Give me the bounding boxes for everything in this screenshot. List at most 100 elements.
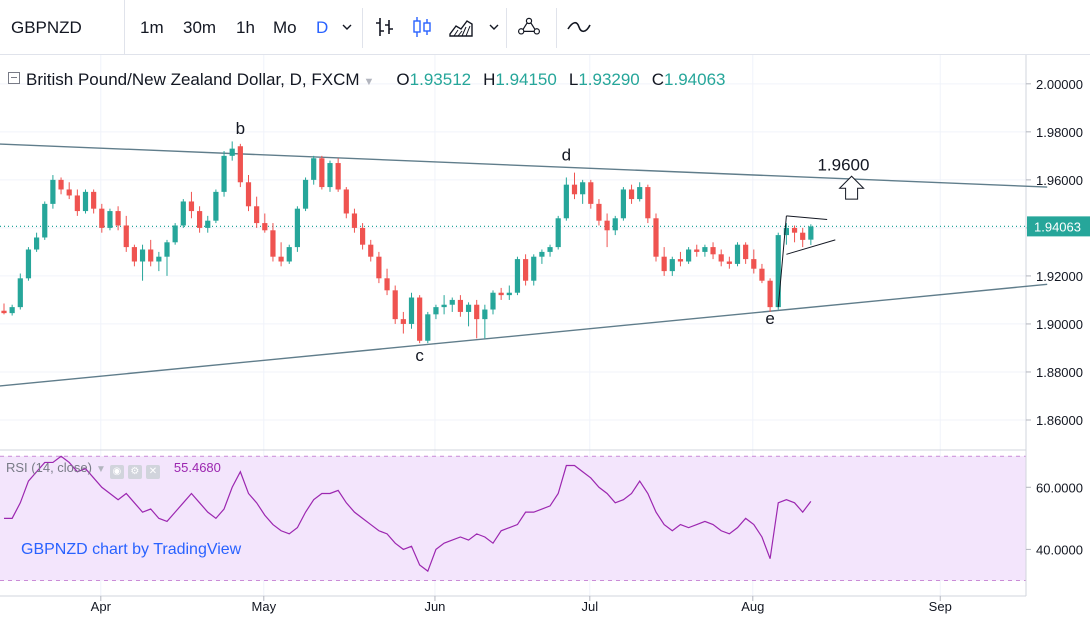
candle xyxy=(669,256,675,276)
open-value: 1.93512 xyxy=(409,70,472,89)
interval-30m[interactable]: 30m xyxy=(183,18,217,37)
candle xyxy=(563,177,569,221)
candle xyxy=(180,199,186,228)
top-toolbar: GBPNZD 1m 30m 1h Mo D xyxy=(0,0,1090,55)
candle xyxy=(791,225,798,243)
open-label: O xyxy=(396,70,410,89)
candle xyxy=(490,290,496,315)
candle xyxy=(270,223,276,262)
candle xyxy=(474,299,480,339)
rsi-tick-label: 40.0000 xyxy=(1036,542,1083,557)
indicators-icon[interactable] xyxy=(516,14,542,40)
candle xyxy=(743,242,749,264)
candle xyxy=(262,213,268,233)
candle xyxy=(417,295,423,344)
candle xyxy=(596,199,602,226)
rsi-caret-icon[interactable]: ▼ xyxy=(95,464,106,475)
candle xyxy=(433,304,439,320)
candle xyxy=(376,251,382,284)
candle xyxy=(408,292,415,329)
candle xyxy=(107,208,113,231)
candle xyxy=(25,247,32,281)
candle xyxy=(221,151,227,197)
candle xyxy=(34,232,40,252)
candle xyxy=(82,189,89,214)
candle xyxy=(580,179,586,204)
bar-style-icon[interactable] xyxy=(372,14,398,40)
candle xyxy=(449,297,455,312)
eye-icon[interactable]: ◉ xyxy=(109,465,124,479)
chevron-down-icon[interactable] xyxy=(340,20,354,34)
candle xyxy=(237,143,243,188)
candle xyxy=(694,244,700,257)
candle xyxy=(148,239,154,267)
candle xyxy=(131,244,137,267)
candle xyxy=(229,141,235,161)
candle xyxy=(457,295,463,317)
time-tick-label: May xyxy=(252,599,277,614)
price-tick-label: 1.98000 xyxy=(1036,125,1083,140)
interval-1h[interactable]: 1h xyxy=(236,18,255,37)
interval-d[interactable]: D xyxy=(316,18,329,37)
close-value: 1.94063 xyxy=(664,70,726,89)
trendline xyxy=(0,143,1048,188)
time-tick-label: Apr xyxy=(91,599,112,614)
legend-caret-icon[interactable]: ▼ xyxy=(363,76,375,88)
symbol-label: GBPNZD xyxy=(11,18,82,37)
candle xyxy=(588,179,594,209)
area-style-icon[interactable] xyxy=(448,14,474,40)
candle-style-icon[interactable] xyxy=(409,14,435,40)
candle xyxy=(767,278,773,312)
candle xyxy=(327,160,333,192)
candle xyxy=(506,285,512,300)
candle xyxy=(205,215,211,233)
candle xyxy=(164,239,170,276)
high-label: H xyxy=(483,70,496,89)
legend-title: British Pound/New Zealand Dollar, D, FXC… xyxy=(26,70,360,89)
candle xyxy=(400,311,406,334)
candle xyxy=(571,172,578,200)
pennant-upper-line xyxy=(786,215,828,220)
candle xyxy=(254,196,260,228)
candle xyxy=(245,175,252,212)
candle xyxy=(319,155,325,190)
settings-icon[interactable]: ⚙ xyxy=(127,465,142,479)
chevron-down-icon[interactable] xyxy=(487,20,501,34)
candle xyxy=(392,285,398,324)
candle xyxy=(702,244,708,257)
wave-label: d xyxy=(562,146,571,165)
candle xyxy=(645,184,651,224)
candle xyxy=(531,254,537,286)
time-tick-label: Jul xyxy=(581,599,598,614)
time-tick-label: Aug xyxy=(741,599,764,614)
candle xyxy=(800,227,806,248)
candle xyxy=(718,249,724,267)
high-value: 1.94150 xyxy=(495,70,557,89)
candle xyxy=(604,213,610,248)
close-label: C xyxy=(651,70,665,89)
time-tick-label: Jun xyxy=(424,599,445,614)
candle xyxy=(172,223,178,245)
pennant-lower-line xyxy=(786,239,836,255)
candle xyxy=(360,223,366,250)
compare-icon[interactable] xyxy=(566,14,592,40)
rsi-tick-label: 60.0000 xyxy=(1036,480,1083,495)
trendline xyxy=(0,283,1048,387)
interval-1m[interactable]: 1m xyxy=(140,18,164,37)
symbol-search[interactable]: GBPNZD xyxy=(0,0,125,55)
interval-mo[interactable]: Mo xyxy=(273,18,297,37)
candle xyxy=(808,224,814,245)
wave-label: 1.9600 xyxy=(817,155,869,174)
target-arrow-icon xyxy=(838,175,865,200)
candle xyxy=(612,215,618,236)
candle xyxy=(775,232,781,310)
candle xyxy=(213,189,219,224)
candle xyxy=(9,304,15,316)
candle xyxy=(139,244,146,281)
candle xyxy=(50,175,56,209)
close-icon[interactable]: ✕ xyxy=(145,465,160,479)
collapse-icon[interactable] xyxy=(8,72,20,84)
candle xyxy=(91,189,97,214)
candle xyxy=(523,254,529,286)
